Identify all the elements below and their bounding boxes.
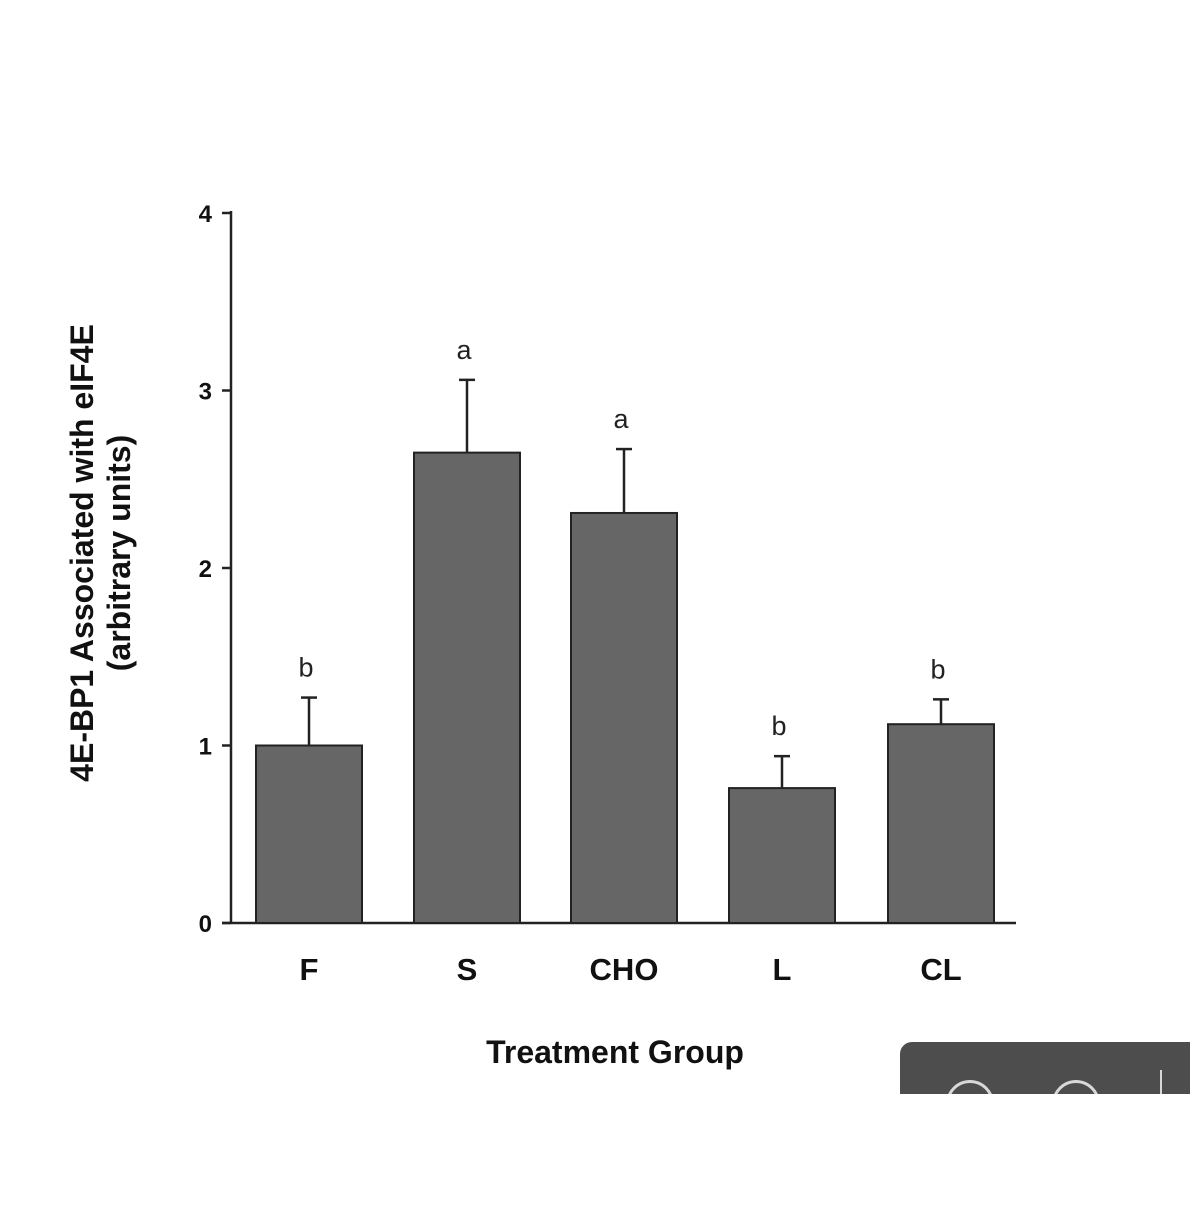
x-axis-title: Treatment Group [486,1034,744,1070]
zoom-in-icon[interactable] [1052,1080,1100,1094]
category-label: L [773,952,792,987]
bar-S [413,451,521,924]
y-axis-title-line1: 4E-BP1 Associated with eIF4E [64,324,100,782]
significance-letter: b [930,654,945,684]
y-tick-label: 3 [199,379,212,406]
bar-L [728,787,836,924]
controls-divider [1160,1070,1162,1094]
bar-CHO [570,511,678,924]
zoom-out-icon[interactable] [946,1080,994,1094]
viewer-controls [900,1042,1190,1094]
y-tick-label: 4 [199,201,213,228]
category-label: CHO [590,952,659,987]
bar-CL [887,723,995,925]
category-label: CL [920,952,961,987]
category-label: S [457,952,478,987]
y-tick-label: 1 [199,734,212,761]
significance-letter: a [456,335,472,365]
significance-letter: b [771,711,786,741]
bar-F [255,744,363,924]
bars-group: b a a b b [255,335,995,925]
y-tick-label: 0 [199,911,212,938]
y-tick-label: 2 [199,556,212,583]
y-axis-title-line2: (arbitrary units) [101,435,137,671]
y-axis-ticks: 0 1 2 3 4 [199,201,231,938]
significance-letter: a [613,404,629,434]
category-labels: F S CHO L CL [300,952,962,987]
category-label: F [300,952,319,987]
significance-letter: b [298,653,313,683]
